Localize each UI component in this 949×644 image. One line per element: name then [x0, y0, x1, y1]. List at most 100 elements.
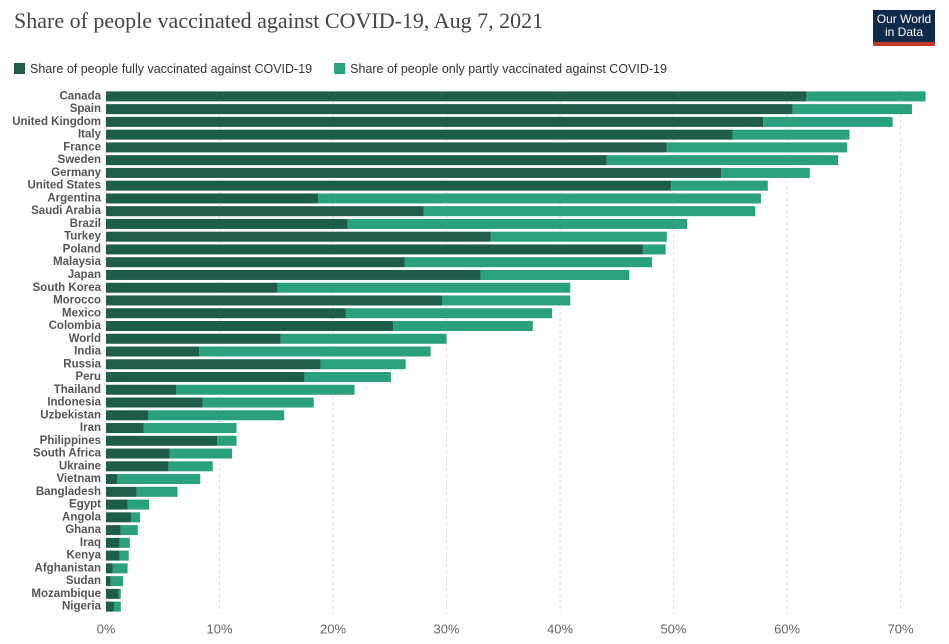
- bar-segment: [106, 537, 120, 548]
- bar-segment: [217, 435, 237, 446]
- bar-segment: [106, 167, 722, 178]
- bar-segment: [106, 91, 807, 102]
- bar-segment: [393, 320, 533, 331]
- bar-segment: [277, 282, 571, 293]
- bar-segment: [143, 423, 237, 434]
- x-tick-label: 70%: [888, 621, 914, 636]
- y-tick-label: Morocco: [53, 295, 101, 307]
- bar-segment: [106, 257, 405, 268]
- bar-segment: [106, 384, 177, 395]
- y-tick-label: Italy: [78, 129, 102, 141]
- bar-segment: [106, 461, 169, 472]
- y-tick-label: Spain: [70, 103, 101, 115]
- bar-segment: [106, 372, 305, 383]
- y-tick-label: Uzbekistan: [40, 409, 101, 421]
- bar-segment: [642, 244, 666, 255]
- bar-segment: [490, 231, 667, 242]
- chart-title: Share of people vaccinated against COVID…: [14, 8, 543, 33]
- y-tick-label: Malaysia: [53, 256, 102, 268]
- bar-segment: [136, 486, 178, 497]
- y-tick-label: Sudan: [66, 575, 101, 587]
- bar-segment: [106, 295, 442, 306]
- bar-segment: [320, 359, 406, 370]
- bar-segment: [106, 206, 424, 217]
- y-tick-label: United States: [28, 180, 102, 192]
- bar-segment: [806, 91, 926, 102]
- y-tick-label: Colombia: [49, 320, 102, 332]
- y-tick-label: Canada: [59, 90, 101, 102]
- bar-segment: [106, 320, 394, 331]
- bar-segment: [106, 512, 131, 523]
- bar-segment: [120, 525, 138, 536]
- y-tick-label: Ghana: [65, 524, 101, 536]
- bar-segment: [113, 601, 121, 612]
- y-tick-label: Ukraine: [59, 460, 101, 472]
- y-tick-label: Japan: [68, 269, 101, 281]
- y-tick-label: France: [63, 141, 101, 153]
- bar-segment: [106, 180, 672, 191]
- y-tick-label: South Korea: [33, 282, 102, 294]
- bar-segment: [106, 486, 137, 497]
- x-tick-label: 50%: [661, 621, 687, 636]
- x-tick-label: 30%: [434, 621, 460, 636]
- bar-segment: [606, 155, 839, 166]
- logo-text: in Data: [885, 25, 923, 39]
- bar-segment: [106, 576, 111, 587]
- y-tick-label: Afghanistan: [35, 562, 101, 574]
- bar-segment: [106, 359, 321, 370]
- bar-segment: [106, 601, 114, 612]
- bar-segment: [119, 550, 129, 561]
- y-tick-label: India: [74, 346, 101, 358]
- bar-segment: [106, 397, 203, 408]
- bar-segment: [106, 282, 278, 293]
- y-tick-label: Russia: [63, 358, 101, 370]
- bar-segment: [106, 410, 148, 421]
- y-tick-label: Peru: [75, 371, 101, 383]
- y-tick-label: World: [69, 333, 101, 345]
- bar-segment: [763, 116, 893, 127]
- x-tick-label: 40%: [547, 621, 573, 636]
- bar-segment: [671, 180, 768, 191]
- bar-segment: [110, 576, 124, 587]
- bar-segment: [127, 499, 150, 510]
- bar-segment: [106, 193, 319, 204]
- bar-segment: [106, 563, 113, 574]
- bar-segment: [148, 410, 285, 421]
- bar-segment: [347, 218, 688, 229]
- bar-segment: [169, 448, 232, 459]
- y-tick-label: Turkey: [64, 231, 101, 243]
- legend-label: Share of people only partly vaccinated a…: [350, 62, 667, 76]
- bar-segment: [106, 346, 200, 357]
- bar-segment: [106, 218, 348, 229]
- y-tick-label: Brazil: [70, 218, 101, 230]
- bar-segment: [106, 525, 121, 536]
- y-tick-label: Sweden: [58, 154, 101, 166]
- bar-segment: [106, 550, 120, 561]
- bar-segment: [345, 308, 553, 319]
- y-tick-label: Iraq: [80, 537, 101, 549]
- bar-segment: [106, 423, 144, 434]
- bar-segment: [106, 142, 667, 153]
- y-tick-label: Nigeria: [62, 601, 102, 613]
- bar-segment: [106, 155, 607, 166]
- bar-segment: [404, 257, 652, 268]
- bar-segment: [106, 116, 764, 127]
- bar-segment: [318, 193, 761, 204]
- bar-segment: [176, 384, 355, 395]
- bar-segment: [106, 244, 643, 255]
- bar-segment: [106, 499, 128, 510]
- y-tick-label: Saudi Arabia: [31, 205, 101, 217]
- y-tick-label: Poland: [63, 243, 101, 255]
- bar-segment: [792, 104, 912, 115]
- bar-segment: [106, 129, 733, 140]
- x-tick-label: 10%: [206, 621, 232, 636]
- bar-segment: [118, 588, 121, 599]
- bar-segment: [280, 333, 447, 344]
- y-tick-label: Bangladesh: [36, 486, 101, 498]
- x-tick-label: 60%: [774, 621, 800, 636]
- bar-segment: [106, 588, 119, 599]
- bar-segment: [106, 474, 118, 485]
- y-tick-label: Mexico: [62, 307, 101, 319]
- y-tick-label: Mozambique: [31, 588, 101, 600]
